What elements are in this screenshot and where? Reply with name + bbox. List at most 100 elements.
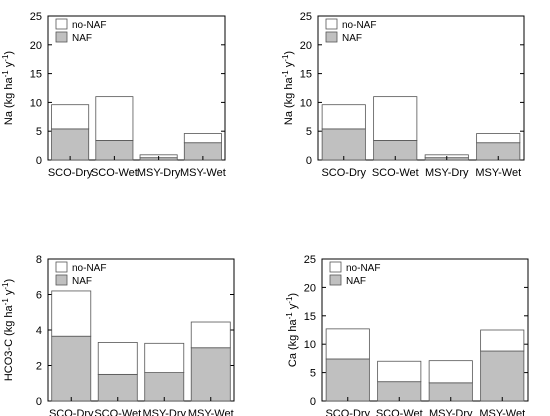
x-tick-label: MSY-Wet bbox=[180, 167, 226, 179]
y-tick-label: 25 bbox=[30, 11, 42, 23]
bar-no-naf-sco-dry bbox=[321, 104, 366, 130]
legend-swatch-no-naf bbox=[55, 18, 68, 30]
x-tick-label: MSY-Dry bbox=[429, 408, 473, 416]
legend-label-no-naf: no-NAF bbox=[342, 20, 376, 31]
plot-frame bbox=[47, 15, 226, 161]
bar-naf-msy-wet bbox=[190, 347, 231, 402]
y-tick-label: 0 bbox=[306, 155, 312, 167]
y-axis-label: Na (kg ha-1 y-1) bbox=[1, 51, 15, 125]
y-axis-label-part: y bbox=[3, 289, 15, 298]
y-axis-label: HCO3-C (kg ha-1 y-1) bbox=[1, 279, 15, 381]
x-tick-label: MSY-Dry bbox=[425, 167, 469, 179]
bar-no-naf-msy-wet bbox=[480, 329, 525, 352]
y-tick-label: 8 bbox=[36, 254, 42, 266]
legend-swatch-naf bbox=[55, 31, 68, 43]
legend-label-no-naf: no-NAF bbox=[72, 20, 106, 31]
y-tick-label: 20 bbox=[304, 282, 316, 294]
y-axis-label-superscript: -1 bbox=[285, 296, 294, 304]
x-tick-label: SCO-Wet bbox=[372, 167, 419, 179]
y-tick-label: 2 bbox=[36, 361, 42, 373]
legend-label-no-naf: no-NAF bbox=[346, 263, 380, 274]
x-tick-label: SCO-Dry bbox=[48, 167, 93, 179]
y-axis-label-part: ) bbox=[287, 293, 299, 297]
legend-label-no-naf: no-NAF bbox=[72, 263, 106, 274]
x-tick-label: SCO-Wet bbox=[91, 167, 138, 179]
y-tick-label: 5 bbox=[36, 126, 42, 138]
y-tick-label: 5 bbox=[310, 368, 316, 380]
y-axis-label-superscript: -1 bbox=[1, 282, 10, 290]
bar-no-naf-msy-wet bbox=[183, 133, 222, 144]
bar-naf-sco-dry bbox=[325, 358, 370, 402]
y-axis-label-superscript: -1 bbox=[1, 54, 10, 62]
y-axis-label-part: Ca (kg ha bbox=[287, 319, 299, 368]
bar-no-naf-sco-wet bbox=[97, 342, 138, 375]
legend-label-naf: NAF bbox=[346, 276, 366, 287]
plot-frame bbox=[317, 15, 525, 161]
y-axis-label-part: HCO3-C (kg ha bbox=[3, 304, 15, 381]
y-tick-label: 20 bbox=[30, 40, 42, 52]
y-axis-label-part: ) bbox=[283, 51, 295, 55]
x-tick-label: MSY-Wet bbox=[188, 408, 234, 416]
plot-frame bbox=[321, 258, 529, 402]
chart-panel-4: 0 5 10 15 20 25 SCO-Dry SCO-Wet MSY-Dry MSY-Wet no… bbox=[285, 254, 529, 416]
y-axis-label-superscript: -1 bbox=[1, 298, 10, 306]
bar-no-naf-msy-dry bbox=[144, 342, 185, 374]
y-axis-label-part: Na (kg ha bbox=[283, 77, 295, 126]
y-axis-label-part: y bbox=[283, 61, 295, 70]
y-axis-label-superscript: -1 bbox=[281, 70, 290, 78]
legend-swatch-naf bbox=[329, 274, 342, 286]
y-axis-label-part: Na (kg ha bbox=[3, 77, 15, 126]
x-tick-label: SCO-Dry bbox=[321, 167, 366, 179]
bar-no-naf-msy-wet bbox=[190, 321, 231, 349]
y-axis-label: Na (kg ha-1 y-1) bbox=[281, 51, 295, 125]
legend-label-naf: NAF bbox=[72, 33, 92, 44]
y-tick-label: 10 bbox=[30, 97, 42, 109]
y-tick-label: 10 bbox=[304, 339, 316, 351]
y-tick-label: 0 bbox=[310, 396, 316, 408]
bar-no-naf-sco-dry bbox=[325, 328, 370, 360]
bar-naf-sco-dry bbox=[321, 128, 366, 161]
y-axis-label-superscript: -1 bbox=[285, 312, 294, 320]
legend-label-naf: NAF bbox=[342, 33, 362, 44]
bar-no-naf-sco-wet bbox=[95, 96, 134, 141]
bar-naf-sco-dry bbox=[51, 128, 90, 161]
bar-naf-msy-dry bbox=[144, 372, 185, 402]
y-tick-label: 5 bbox=[306, 126, 312, 138]
y-tick-label: 10 bbox=[300, 97, 312, 109]
y-axis-label-superscript: -1 bbox=[281, 54, 290, 62]
y-axis-label-superscript: -1 bbox=[1, 70, 10, 78]
bar-no-naf-sco-wet bbox=[377, 360, 422, 383]
x-tick-label: MSY-Dry bbox=[137, 167, 181, 179]
y-tick-label: 15 bbox=[30, 69, 42, 81]
bar-naf-sco-wet bbox=[97, 373, 138, 402]
y-tick-label: 15 bbox=[304, 311, 316, 323]
bar-no-naf-msy-wet bbox=[476, 133, 521, 144]
x-tick-label: MSY-Wet bbox=[475, 167, 521, 179]
y-axis-label-part: y bbox=[3, 61, 15, 70]
bar-naf-msy-wet bbox=[480, 350, 525, 402]
y-tick-label: 0 bbox=[36, 396, 42, 408]
x-tick-label: SCO-Dry bbox=[49, 408, 94, 416]
legend-label-naf: NAF bbox=[72, 276, 92, 287]
y-axis-label-part: ) bbox=[3, 51, 15, 55]
legend-swatch-no-naf bbox=[329, 261, 342, 273]
y-tick-label: 6 bbox=[36, 290, 42, 302]
x-tick-label: SCO-Wet bbox=[94, 408, 141, 416]
legend-swatch-no-naf bbox=[325, 18, 338, 30]
legend-swatch-naf bbox=[325, 31, 338, 43]
x-tick-label: SCO-Dry bbox=[325, 408, 370, 416]
chart-panel-3: 0 2 4 6 8 SCO-Dry SCO-Wet MSY-Dry MSY-Wet no-NAF N… bbox=[1, 254, 235, 416]
bar-no-naf-sco-dry bbox=[51, 104, 90, 130]
legend-swatch-no-naf bbox=[55, 261, 68, 273]
bar-no-naf-sco-dry bbox=[51, 290, 92, 337]
bar-no-naf-sco-wet bbox=[373, 96, 418, 141]
x-tick-label: MSY-Dry bbox=[142, 408, 186, 416]
bar-naf-sco-dry bbox=[51, 335, 92, 402]
x-tick-label: MSY-Wet bbox=[479, 408, 525, 416]
y-tick-label: 25 bbox=[304, 254, 316, 266]
y-tick-label: 4 bbox=[36, 325, 42, 337]
y-axis-label-part: y bbox=[287, 303, 299, 312]
y-tick-label: 15 bbox=[300, 69, 312, 81]
x-tick-label: SCO-Wet bbox=[376, 408, 423, 416]
